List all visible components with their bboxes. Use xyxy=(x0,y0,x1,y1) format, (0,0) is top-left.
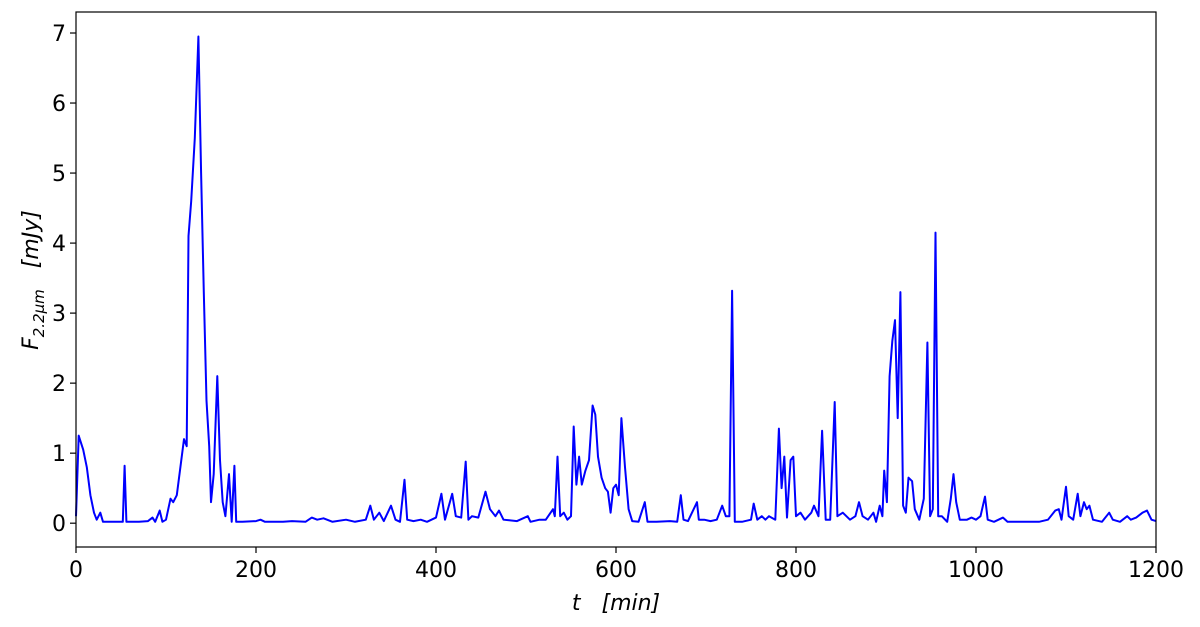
y-label-subscript: 2.2μm xyxy=(30,289,48,337)
y-label-unit: [mJy] xyxy=(19,210,44,268)
data-line xyxy=(75,35,1157,523)
x-tick-label: 1200 xyxy=(1128,558,1184,583)
y-label-symbol: F xyxy=(19,337,44,350)
y-tick-label: 0 xyxy=(52,512,66,537)
y-tick-label: 5 xyxy=(52,162,66,187)
x-axis-label: t [min] xyxy=(572,591,660,616)
x-tick-label: 600 xyxy=(595,558,637,583)
y-tick-label: 4 xyxy=(52,232,66,257)
y-tick-label: 1 xyxy=(52,442,66,467)
plot-frame xyxy=(75,11,1157,548)
y-tick-label: 2 xyxy=(52,372,66,397)
x-label-unit: [min] xyxy=(601,591,660,616)
y-tick-label: 3 xyxy=(52,302,66,327)
x-label-symbol: t xyxy=(572,591,582,616)
x-tick-label: 200 xyxy=(235,558,277,583)
x-tick-label: 1000 xyxy=(948,558,1004,583)
x-tick-label: 400 xyxy=(415,558,457,583)
y-tick-label: 7 xyxy=(52,22,66,47)
y-axis-label: F2.2μm [mJy] xyxy=(19,210,50,350)
y-tick-label: 6 xyxy=(52,92,66,117)
x-tick-label: 0 xyxy=(69,558,83,583)
x-tick-label: 800 xyxy=(775,558,817,583)
